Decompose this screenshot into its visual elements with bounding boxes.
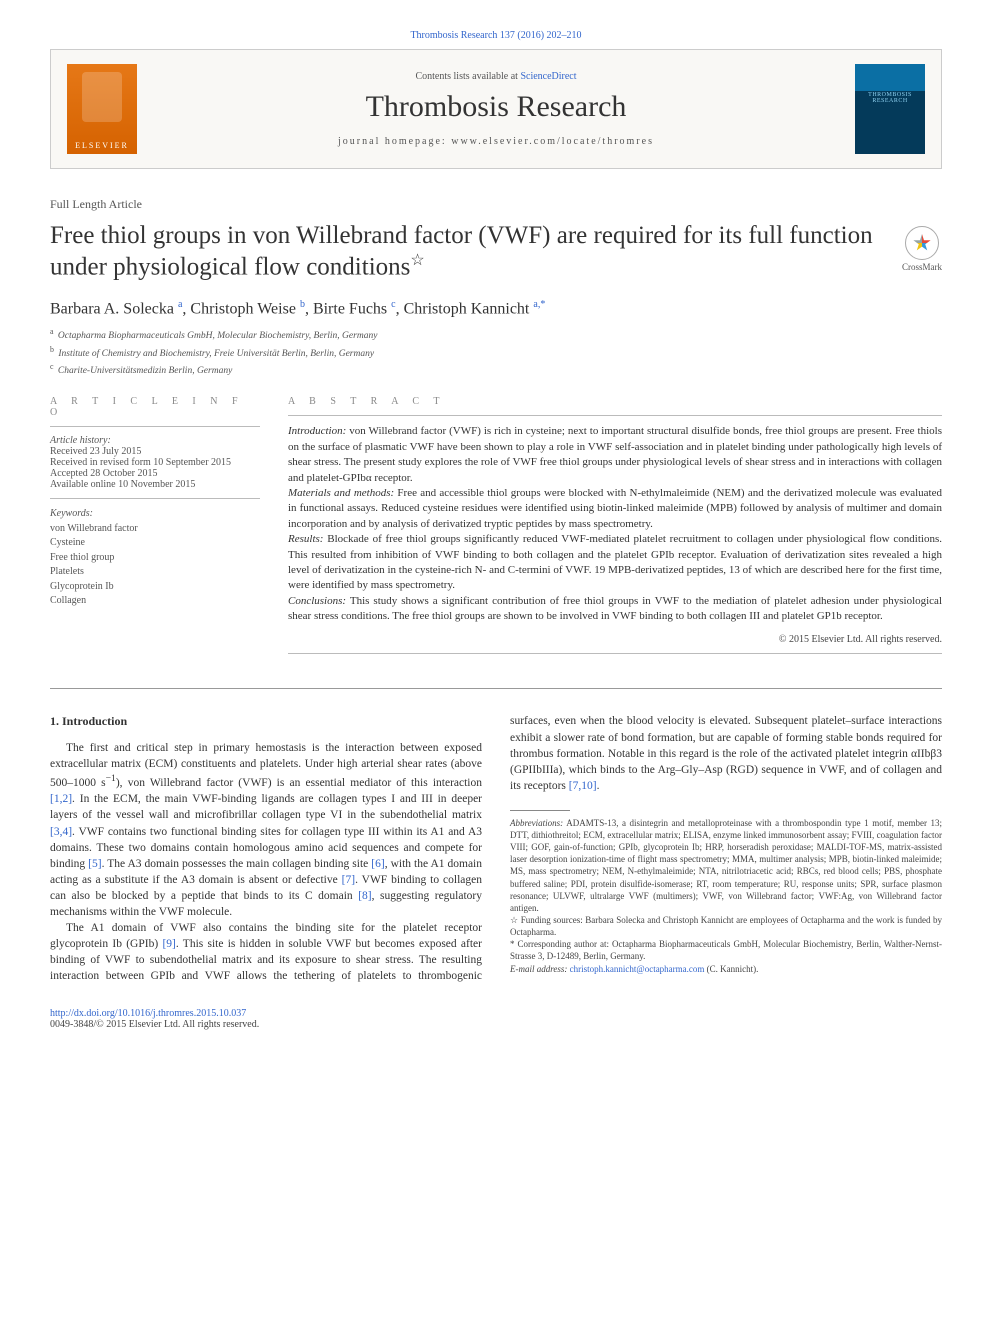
authors: Barbara A. Solecka a, Christoph Weise b,…	[50, 299, 942, 318]
footnote-separator	[510, 810, 570, 811]
history-line: Received in revised form 10 September 20…	[50, 457, 260, 468]
page-footer: http://dx.doi.org/10.1016/j.thromres.201…	[50, 1008, 942, 1030]
article-history: Article history: Received 23 July 2015 R…	[50, 435, 260, 490]
doi-link[interactable]: http://dx.doi.org/10.1016/j.thromres.201…	[50, 1008, 246, 1019]
history-line: Accepted 28 October 2015	[50, 468, 260, 479]
section-divider	[50, 688, 942, 689]
keyword: Cysteine	[50, 536, 260, 551]
intro-para-1: The first and critical step in primary h…	[50, 740, 482, 920]
title-row: Free thiol groups in von Willebrand fact…	[50, 220, 942, 283]
contents-line: Contents lists available at ScienceDirec…	[137, 71, 855, 82]
keyword: Free thiol group	[50, 551, 260, 566]
footnotes: Abbreviations: ADAMTS-13, a disintegrin …	[510, 817, 942, 975]
article-title: Free thiol groups in von Willebrand fact…	[50, 220, 882, 283]
journal-header: ELSEVIER Contents lists available at Sci…	[50, 49, 942, 169]
keyword: Glycoprotein Ib	[50, 580, 260, 595]
header-center: Contents lists available at ScienceDirec…	[137, 71, 855, 147]
abstract-copyright: © 2015 Elsevier Ltd. All rights reserved…	[288, 634, 942, 645]
keywords-block: Keywords: von Willebrand factor Cysteine…	[50, 507, 260, 609]
homepage-prefix: journal homepage:	[338, 136, 451, 147]
article-type: Full Length Article	[50, 197, 942, 212]
sciencedirect-link[interactable]: ScienceDirect	[520, 71, 576, 82]
keyword: Platelets	[50, 565, 260, 580]
keywords-label: Keywords:	[50, 507, 260, 522]
abstract-text: Introduction: von Willebrand factor (VWF…	[288, 424, 942, 624]
info-abstract-row: A R T I C L E I N F O Article history: R…	[50, 396, 942, 662]
history-line: Available online 10 November 2015	[50, 479, 260, 490]
contents-prefix: Contents lists available at	[415, 71, 520, 82]
affiliations: a Octapharma Biopharmaceuticals GmbH, Mo…	[50, 326, 942, 378]
section-heading-intro: 1. Introduction	[50, 713, 482, 730]
keyword: Collagen	[50, 594, 260, 609]
abstract-column: A B S T R A C T Introduction: von Willeb…	[288, 396, 942, 662]
journal-cover-thumbnail	[855, 64, 925, 154]
body-two-column: 1. Introduction The first and critical s…	[50, 713, 942, 984]
article-info-column: A R T I C L E I N F O Article history: R…	[50, 396, 260, 662]
crossmark-badge[interactable]: CrossMark	[902, 226, 942, 272]
crossmark-label: CrossMark	[902, 262, 942, 272]
homepage-line: journal homepage: www.elsevier.com/locat…	[137, 136, 855, 147]
abstract-heading: A B S T R A C T	[288, 396, 942, 407]
history-line: Received 23 July 2015	[50, 446, 260, 457]
elsevier-logo-text: ELSEVIER	[75, 141, 129, 150]
crossmark-icon	[905, 226, 939, 260]
elsevier-logo: ELSEVIER	[67, 64, 137, 154]
title-funding-star: ☆	[410, 252, 424, 269]
journal-name: Thrombosis Research	[137, 90, 855, 124]
issn-copyright: 0049-3848/© 2015 Elsevier Ltd. All right…	[50, 1019, 259, 1030]
journal-reference: Thrombosis Research 137 (2016) 202–210	[50, 30, 942, 41]
homepage-url: www.elsevier.com/locate/thromres	[451, 136, 654, 147]
keyword: von Willebrand factor	[50, 522, 260, 537]
article-info-heading: A R T I C L E I N F O	[50, 396, 260, 418]
title-text: Free thiol groups in von Willebrand fact…	[50, 222, 873, 281]
history-label: Article history:	[50, 435, 260, 446]
